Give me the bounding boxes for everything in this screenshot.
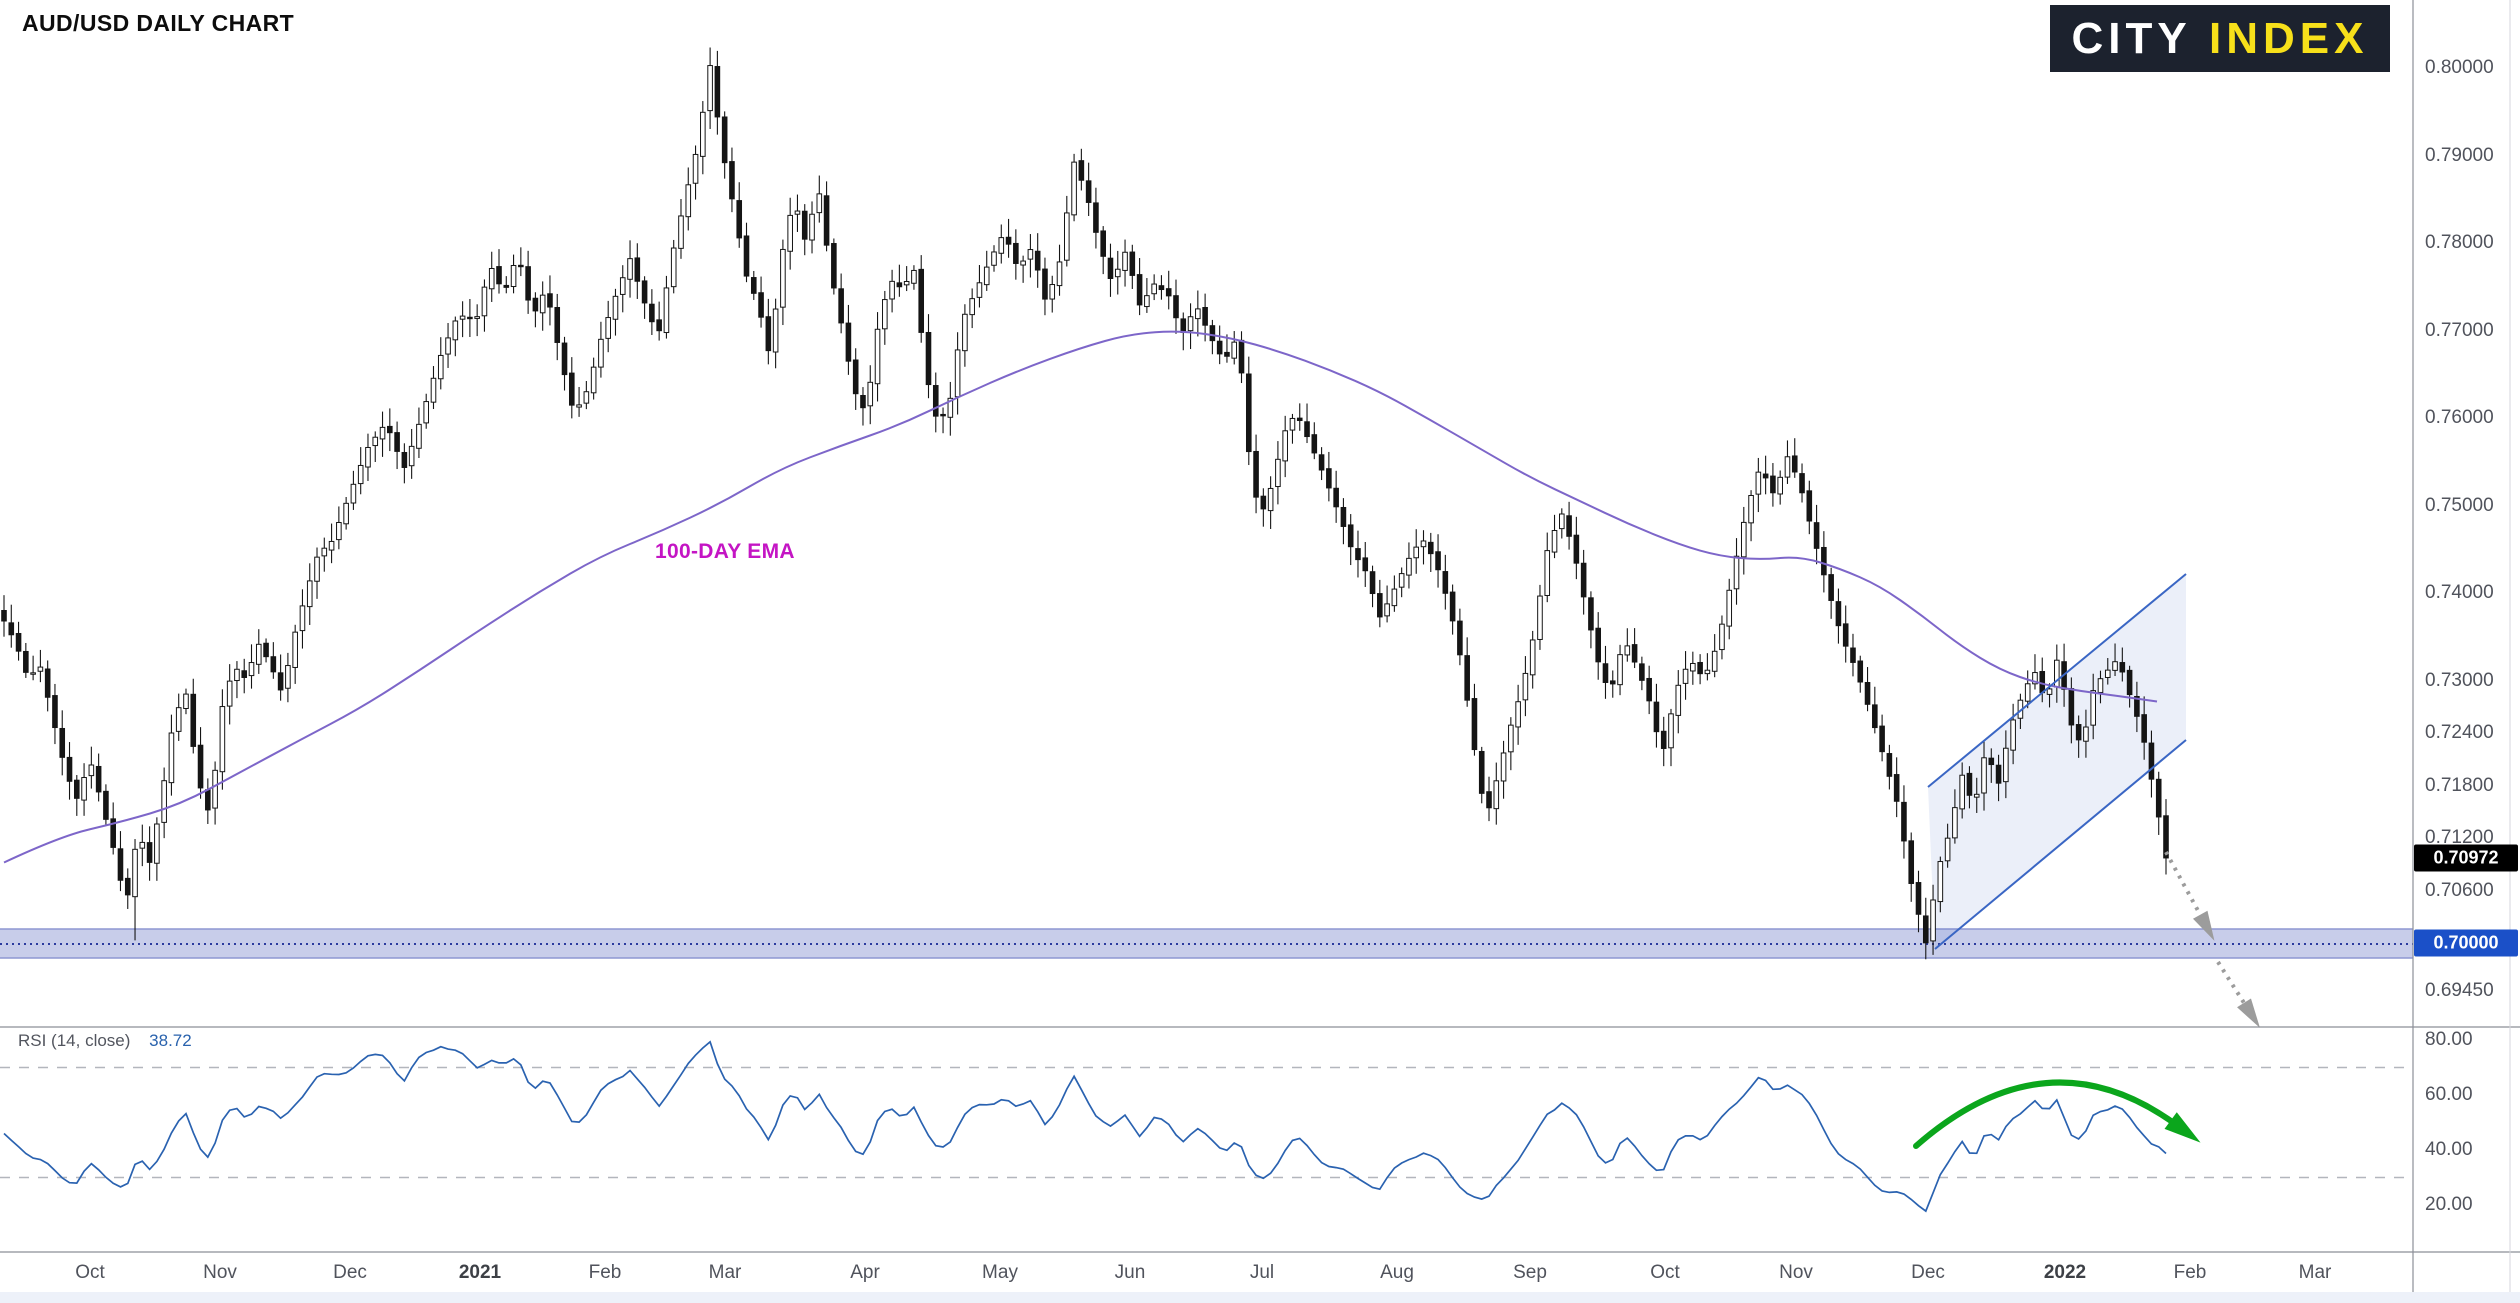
x-tick-Feb: Feb [588,1262,622,1283]
price-tick-0.73000: 0.73000 [2425,669,2494,691]
price-tick-0.70600: 0.70600 [2425,879,2494,901]
x-tick-Feb: Feb [2173,1262,2207,1283]
rsi-tick-20.00: 20.00 [2425,1194,2473,1215]
x-tick-Apr: Apr [850,1262,880,1283]
x-tick-Mar: Mar [2298,1262,2332,1283]
x-tick-2022: 2022 [2043,1262,2087,1283]
rsi-tick-80.00: 80.00 [2425,1029,2473,1050]
rsi-line [3,1040,2167,1213]
rsi-indicator-label[interactable]: RSI (14, close) [18,1031,131,1050]
x-tick-Nov: Nov [203,1262,237,1283]
x-tick-Jul: Jul [1249,1262,1275,1283]
candlestick-series [1,47,2169,960]
logo-space [2192,14,2209,64]
x-tick-Dec: Dec [1911,1262,1945,1283]
x-tick-Mar: Mar [708,1262,742,1283]
logo-city: CITY [2071,13,2192,63]
rsi-tick-60.00: 60.00 [2425,1084,2473,1105]
x-tick-Dec: Dec [333,1262,367,1283]
price-tick-0.80000: 0.80000 [2425,57,2494,78]
price-tick-0.75000: 0.75000 [2425,494,2494,516]
channel-upper-line[interactable] [1927,573,2187,788]
x-tick-May: May [982,1262,1018,1283]
rsi-tick-40.00: 40.00 [2425,1139,2473,1160]
logo-index: INDEX [2208,13,2369,63]
rsi-caption: RSI (14, close) 38.72 [18,1031,192,1051]
support-price-tag: 0.70000 [2414,929,2518,957]
price-tick-0.71200: 0.71200 [2425,827,2494,848]
ema-annotation-label: 100-DAY EMA [655,540,795,563]
price-tick-0.71800: 0.71800 [2425,774,2494,796]
x-tick-Nov: Nov [1779,1262,1813,1283]
ema-line [3,330,2158,864]
price-tick-0.72400: 0.72400 [2425,722,2494,743]
price-tick-0.77000: 0.77000 [2425,319,2494,341]
x-tick-Oct: Oct [75,1262,105,1283]
city-index-logo: CITY INDEX [2050,5,2390,72]
price-tick-0.76000: 0.76000 [2425,407,2494,428]
channel-fill [1928,574,2186,949]
price-tick-0.74000: 0.74000 [2425,582,2494,603]
support-zone [0,928,2413,959]
rsi-value: 38.72 [149,1031,192,1050]
last-price-tag: 0.70972 [2414,844,2518,872]
bottom-strip [0,1292,2520,1303]
x-tick-Sep: Sep [1513,1262,1547,1283]
x-tick-Jun: Jun [1114,1262,1146,1283]
projection-arrow-1[interactable] [2164,851,2215,941]
page-title: AUD/USD DAILY CHART [22,10,295,36]
projection-arrow-2[interactable] [2216,960,2260,1028]
x-tick-Oct: Oct [1650,1262,1680,1283]
rsi-green-arrow[interactable] [1913,1079,2201,1149]
price-tick-0.79000: 0.79000 [2425,144,2494,166]
x-tick-Aug: Aug [1380,1262,1414,1283]
channel-lower-line[interactable] [1934,739,2187,950]
x-tick-2021: 2021 [458,1262,502,1283]
price-tick-0.78000: 0.78000 [2425,232,2494,253]
price-tick-0.69450: 0.69450 [2425,980,2494,1002]
